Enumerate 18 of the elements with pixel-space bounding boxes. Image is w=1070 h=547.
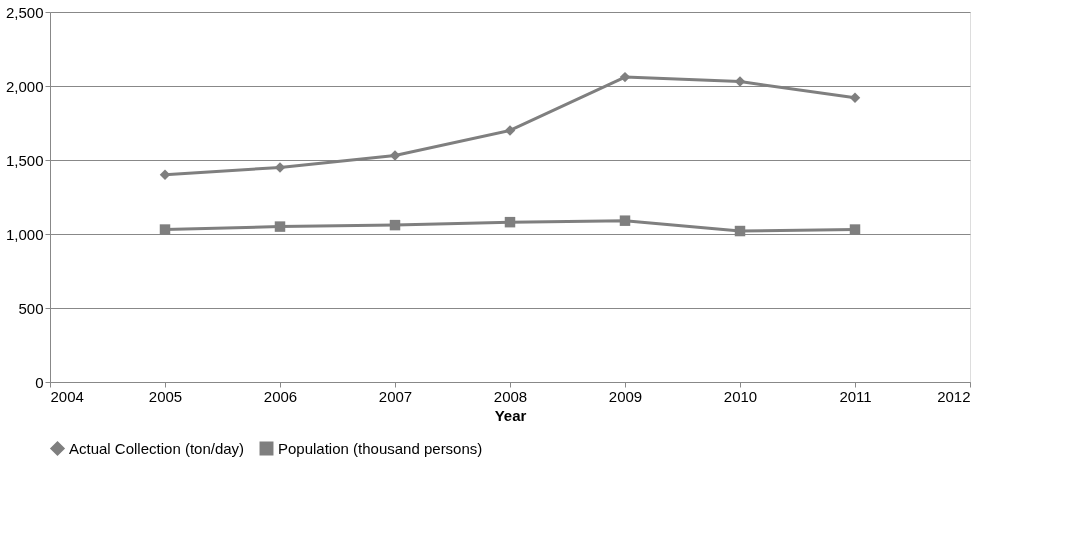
y-tick-label: 0	[35, 373, 44, 391]
y-tick-label: 500	[18, 299, 44, 317]
x-tick-label: 2006	[263, 387, 298, 405]
y-tick-label: 2,500	[5, 3, 44, 21]
x-tick-label: 2010	[723, 387, 758, 405]
legend-label: Population (thousand persons)	[278, 439, 483, 457]
legend-label: Actual Collection (ton/day)	[69, 439, 245, 457]
y-tick-label: 1,000	[5, 225, 44, 243]
x-tick-label: 2009	[608, 387, 643, 405]
x-tick-label: 2011	[839, 387, 872, 405]
x-tick-label: 2005	[148, 387, 183, 405]
y-tick-label: 2,000	[5, 77, 44, 95]
y-tick-label: 1,500	[5, 151, 44, 169]
x-tick-label: 2007	[378, 387, 413, 405]
x-axis-title: Year	[494, 406, 527, 424]
x-tick-label: 2004	[50, 387, 84, 405]
x-tick-label: 2008	[493, 387, 528, 405]
x-tick-label: 2012	[937, 387, 971, 405]
